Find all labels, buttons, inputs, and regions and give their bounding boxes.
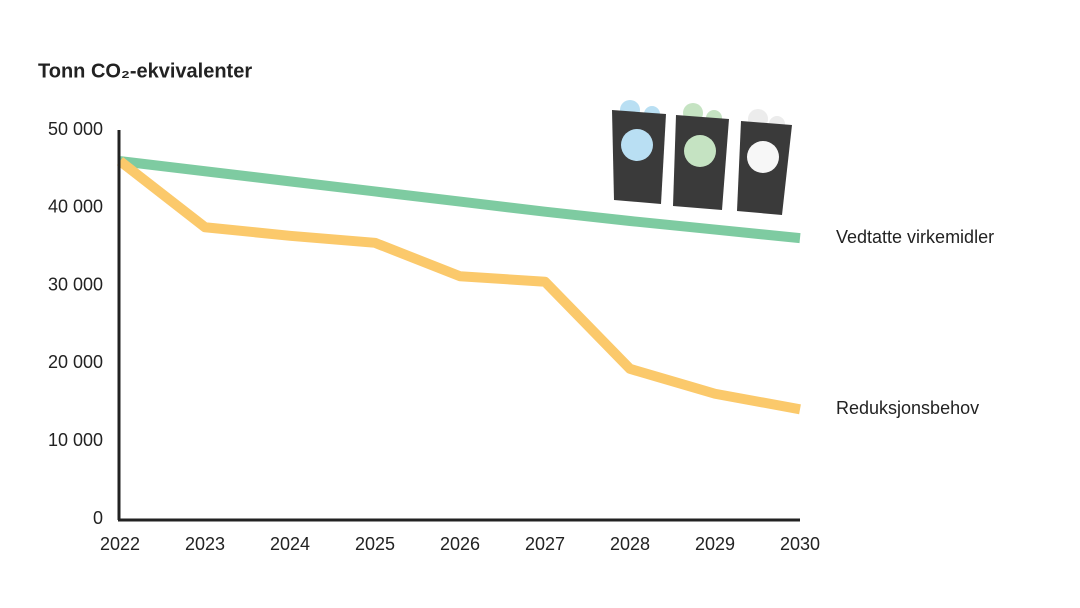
y-tick-label: 40 000 bbox=[48, 197, 103, 217]
series-line bbox=[116, 157, 801, 415]
x-tick-label: 2022 bbox=[100, 534, 140, 554]
x-tick-label: 2023 bbox=[185, 534, 225, 554]
series-line bbox=[119, 156, 801, 244]
bins-illustration bbox=[612, 100, 792, 215]
x-tick-label: 2029 bbox=[695, 534, 735, 554]
series-label: Vedtatte virkemidler bbox=[836, 227, 994, 247]
y-tick-label: 30 000 bbox=[48, 274, 103, 294]
x-tick-label: 2030 bbox=[780, 534, 820, 554]
x-tick-label: 2024 bbox=[270, 534, 310, 554]
y-tick-label: 10 000 bbox=[48, 430, 103, 450]
y-tick-label: 20 000 bbox=[48, 352, 103, 372]
x-tick-label: 2027 bbox=[525, 534, 565, 554]
series-label: Reduksjonsbehov bbox=[836, 398, 979, 418]
y-tick-label: 50 000 bbox=[48, 119, 103, 139]
x-tick-label: 2028 bbox=[610, 534, 650, 554]
y-tick-label: 0 bbox=[93, 508, 103, 528]
x-tick-label: 2026 bbox=[440, 534, 480, 554]
chart-title: Tonn CO₂-ekvivalenter bbox=[38, 60, 252, 82]
x-tick-label: 2025 bbox=[355, 534, 395, 554]
